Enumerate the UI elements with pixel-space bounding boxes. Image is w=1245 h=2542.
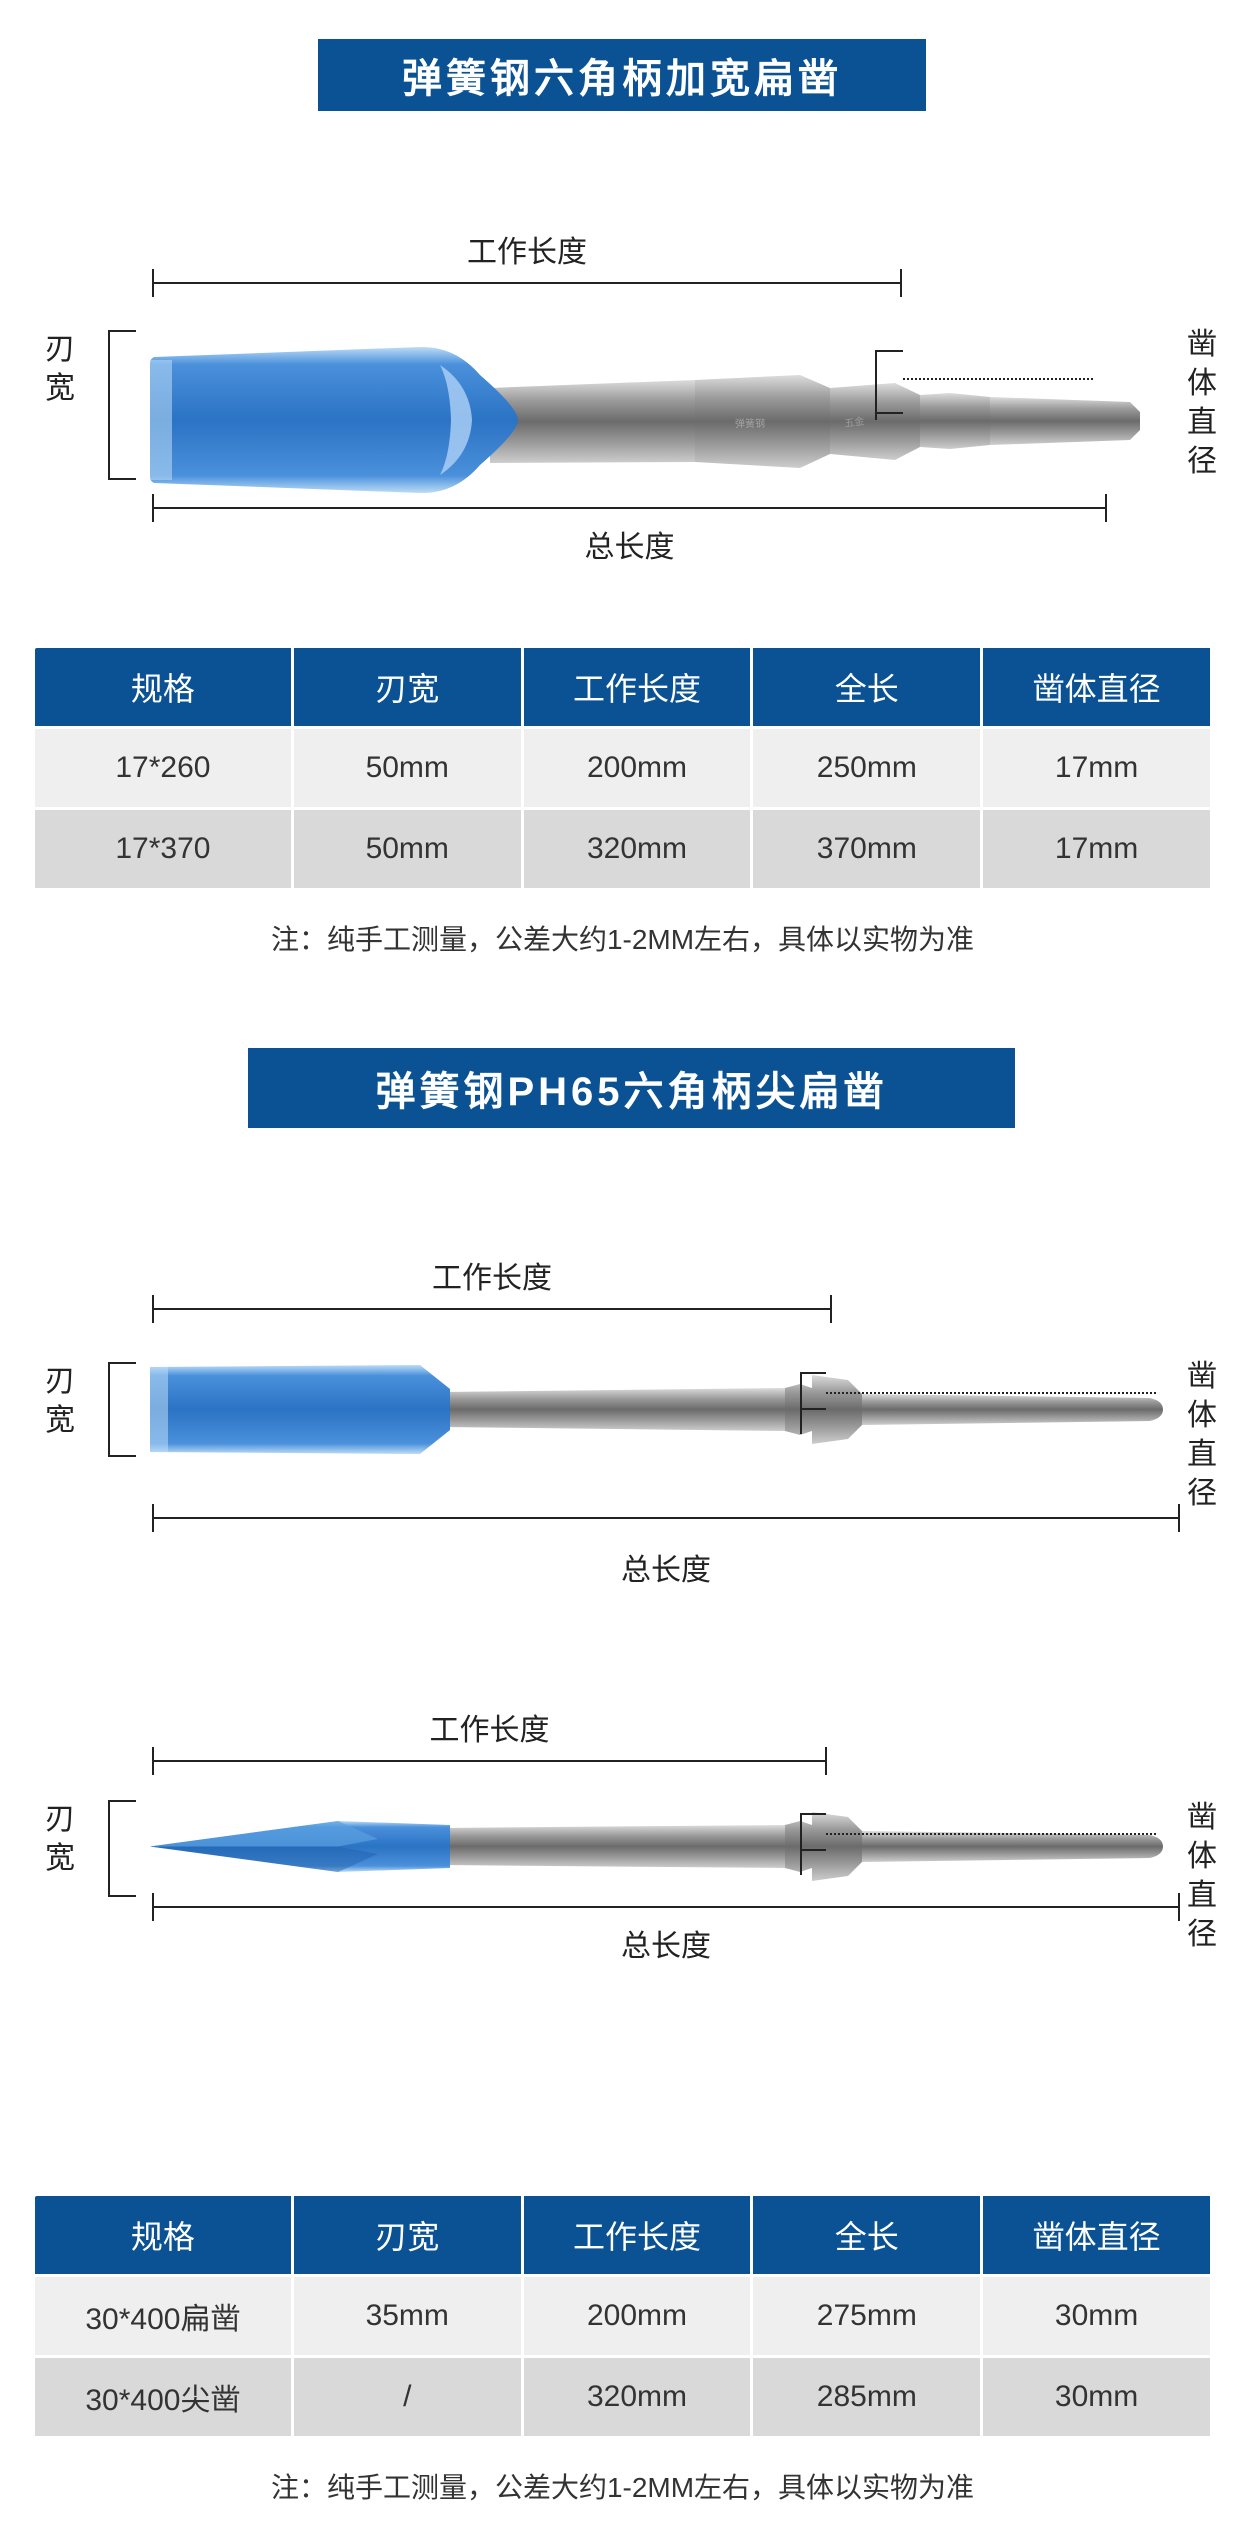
svg-text:弹簧钢: 弹簧钢 xyxy=(735,417,765,430)
